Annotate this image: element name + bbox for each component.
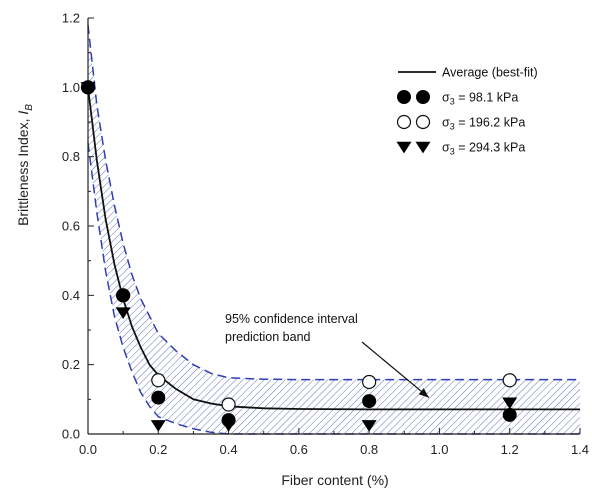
best-fit-layer <box>87 87 580 411</box>
data-points-layer <box>80 80 518 432</box>
band-upper-line <box>87 24 580 381</box>
annotation-line-2: prediction band <box>225 330 311 344</box>
axes: 0.0 0.2 0.4 0.6 0.8 1.0 1.2 1.4 0.0 0.2 0.4 0.6 0.8 1… <box>62 11 589 458</box>
y-tick-label: 0.8 <box>62 149 80 164</box>
data-point-series-3 <box>361 420 377 432</box>
legend-label-series-1: σ3 = 98.1 kPa <box>442 91 518 107</box>
best-fit-curve <box>87 87 580 411</box>
y-axis-title-symbol: I <box>15 111 31 115</box>
legend-marker <box>396 114 412 130</box>
legend-fit-label: Average (best-fit) <box>442 66 538 80</box>
x-tick-label: 1.0 <box>430 442 448 457</box>
y-tick-label: 0.6 <box>62 219 80 234</box>
y-axis-title-text: Brittleness Index, <box>15 115 31 226</box>
data-point-series-3 <box>221 420 237 432</box>
legend: Average (best-fit) σ3 = 98.1 kPa σ3 = 196.… <box>396 66 538 157</box>
band-annotation: 95% confidence interval prediction band <box>225 312 430 399</box>
y-tick-label: 1.2 <box>62 11 80 26</box>
legend-label-series-2: σ3 = 196.2 kPa <box>442 116 525 132</box>
annotation-arrowhead <box>418 388 429 398</box>
y-tick-label: 0.0 <box>62 427 80 442</box>
legend-marker <box>416 90 430 104</box>
band-lower-line <box>87 142 580 435</box>
legend-marker <box>396 141 412 154</box>
y-axis-title: Brittleness Index, IB <box>15 104 35 226</box>
x-tick-label: 0.2 <box>149 442 167 457</box>
legend-marker <box>415 114 431 130</box>
annotation-arrow <box>361 341 430 399</box>
confidence-band-layer <box>87 24 580 435</box>
data-point-series-3 <box>80 82 96 94</box>
y-tick-label: 1.0 <box>62 80 80 95</box>
data-point-series-3 <box>150 420 166 432</box>
data-point-series-1 <box>116 288 131 303</box>
data-point-series-3 <box>115 307 131 320</box>
annotation-line-1: 95% confidence interval <box>225 312 358 326</box>
data-point-series-1 <box>362 394 377 409</box>
data-point-series-2 <box>221 397 236 412</box>
x-tick-label: 0.8 <box>360 442 378 457</box>
legend-label-series-3: σ3 = 294.3 kPa <box>442 141 525 157</box>
y-tick-label: 0.4 <box>62 288 80 303</box>
x-tick-label: 0.0 <box>79 442 97 457</box>
legend-marker <box>397 90 411 104</box>
x-tick-label: 1.2 <box>501 442 519 457</box>
y-tick-label: 0.2 <box>62 357 80 372</box>
data-point-series-2 <box>151 373 166 388</box>
x-tick-label: 0.4 <box>220 442 238 457</box>
confidence-band-fill <box>88 24 580 435</box>
x-axis-title: Fiber content (%) <box>281 472 388 488</box>
legend-marker <box>415 141 431 154</box>
x-tick-label: 0.6 <box>290 442 308 457</box>
data-point-series-1 <box>151 390 166 405</box>
y-axis-title-subscript: B <box>24 104 35 111</box>
x-tick-label: 1.4 <box>571 442 589 457</box>
data-point-series-3 <box>502 397 518 410</box>
data-point-series-2 <box>362 374 377 390</box>
data-point-series-1 <box>502 407 517 422</box>
data-point-series-2 <box>502 373 517 388</box>
